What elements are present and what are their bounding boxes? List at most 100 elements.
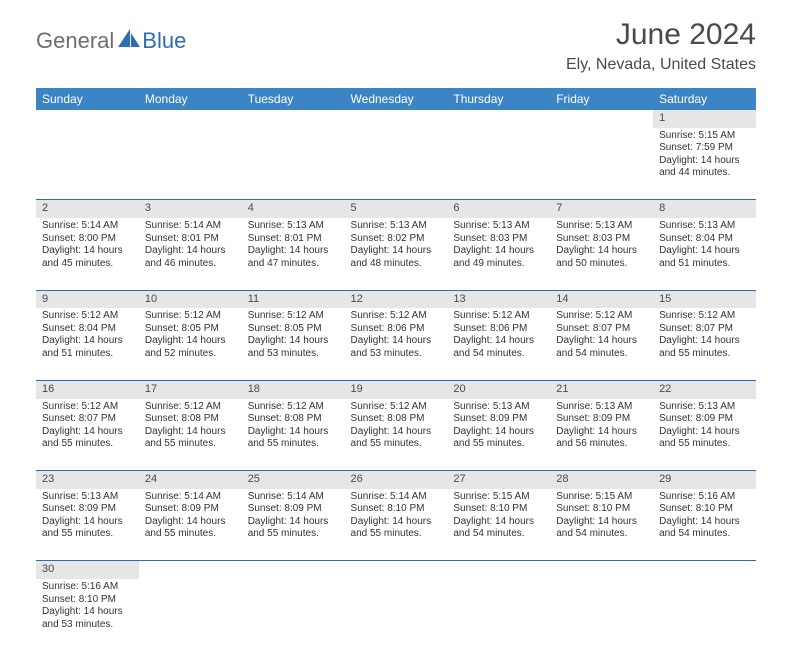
day-cell: Sunrise: 5:14 AMSunset: 8:09 PMDaylight:… bbox=[242, 489, 345, 561]
sunrise-line: Sunrise: 5:13 AM bbox=[351, 220, 442, 233]
sunset-line: Sunset: 8:01 PM bbox=[248, 233, 339, 246]
day-cell: Sunrise: 5:12 AMSunset: 8:08 PMDaylight:… bbox=[345, 399, 448, 471]
day-number: 2 bbox=[36, 200, 139, 218]
day-cell: Sunrise: 5:13 AMSunset: 8:03 PMDaylight:… bbox=[447, 218, 550, 290]
sunrise-line: Sunrise: 5:16 AM bbox=[42, 581, 133, 594]
sunset-line: Sunset: 8:04 PM bbox=[42, 323, 133, 336]
day-number: 4 bbox=[242, 200, 345, 218]
day-cell bbox=[550, 128, 653, 200]
sunrise-line: Sunrise: 5:13 AM bbox=[42, 491, 133, 504]
daylight-line: Daylight: 14 hours and 55 minutes. bbox=[42, 516, 133, 541]
day-cell bbox=[345, 579, 448, 651]
sunrise-line: Sunrise: 5:15 AM bbox=[556, 491, 647, 504]
sunrise-line: Sunrise: 5:13 AM bbox=[659, 220, 750, 233]
day-cell bbox=[242, 128, 345, 200]
day-number: 24 bbox=[139, 471, 242, 489]
daylight-line: Daylight: 14 hours and 45 minutes. bbox=[42, 245, 133, 270]
daylight-line: Daylight: 14 hours and 55 minutes. bbox=[659, 335, 750, 360]
day-number: 19 bbox=[345, 380, 448, 398]
day-cell: Sunrise: 5:14 AMSunset: 8:00 PMDaylight:… bbox=[36, 218, 139, 290]
weekday-header: Wednesday bbox=[345, 88, 448, 110]
day-cell: Sunrise: 5:13 AMSunset: 8:09 PMDaylight:… bbox=[550, 399, 653, 471]
day-cell: Sunrise: 5:15 AMSunset: 7:59 PMDaylight:… bbox=[653, 128, 756, 200]
day-cell: Sunrise: 5:13 AMSunset: 8:04 PMDaylight:… bbox=[653, 218, 756, 290]
day-cell: Sunrise: 5:12 AMSunset: 8:05 PMDaylight:… bbox=[139, 308, 242, 380]
sunset-line: Sunset: 8:10 PM bbox=[659, 503, 750, 516]
daylight-line: Daylight: 14 hours and 55 minutes. bbox=[145, 426, 236, 451]
sunrise-line: Sunrise: 5:13 AM bbox=[248, 220, 339, 233]
day-number: 8 bbox=[653, 200, 756, 218]
day-number bbox=[447, 110, 550, 128]
day-number: 20 bbox=[447, 380, 550, 398]
sunset-line: Sunset: 8:09 PM bbox=[453, 413, 544, 426]
day-cell bbox=[653, 579, 756, 651]
day-number: 10 bbox=[139, 290, 242, 308]
day-number: 18 bbox=[242, 380, 345, 398]
day-cell bbox=[550, 579, 653, 651]
sunrise-line: Sunrise: 5:12 AM bbox=[248, 401, 339, 414]
sail-icon bbox=[118, 29, 140, 54]
sunrise-line: Sunrise: 5:14 AM bbox=[145, 491, 236, 504]
day-number bbox=[550, 110, 653, 128]
day-cell bbox=[139, 579, 242, 651]
calendar-header: SundayMondayTuesdayWednesdayThursdayFrid… bbox=[36, 88, 756, 110]
day-cell: Sunrise: 5:12 AMSunset: 8:08 PMDaylight:… bbox=[242, 399, 345, 471]
day-number: 17 bbox=[139, 380, 242, 398]
daylight-line: Daylight: 14 hours and 54 minutes. bbox=[556, 516, 647, 541]
sunrise-line: Sunrise: 5:13 AM bbox=[556, 401, 647, 414]
daylight-line: Daylight: 14 hours and 56 minutes. bbox=[556, 426, 647, 451]
sunrise-line: Sunrise: 5:12 AM bbox=[145, 310, 236, 323]
daylight-line: Daylight: 14 hours and 53 minutes. bbox=[42, 606, 133, 631]
daylight-line: Daylight: 14 hours and 44 minutes. bbox=[659, 155, 750, 180]
day-number bbox=[345, 110, 448, 128]
day-cell: Sunrise: 5:12 AMSunset: 8:06 PMDaylight:… bbox=[447, 308, 550, 380]
sunrise-line: Sunrise: 5:12 AM bbox=[556, 310, 647, 323]
day-cell: Sunrise: 5:13 AMSunset: 8:09 PMDaylight:… bbox=[653, 399, 756, 471]
header: General Blue June 2024 Ely, Nevada, Unit… bbox=[0, 0, 792, 80]
day-number bbox=[139, 561, 242, 579]
sunset-line: Sunset: 8:07 PM bbox=[659, 323, 750, 336]
day-cell: Sunrise: 5:16 AMSunset: 8:10 PMDaylight:… bbox=[36, 579, 139, 651]
day-number bbox=[653, 561, 756, 579]
day-number bbox=[550, 561, 653, 579]
sunrise-line: Sunrise: 5:13 AM bbox=[453, 401, 544, 414]
sunset-line: Sunset: 8:09 PM bbox=[145, 503, 236, 516]
logo: General Blue bbox=[36, 28, 186, 54]
daylight-line: Daylight: 14 hours and 55 minutes. bbox=[145, 516, 236, 541]
day-cell: Sunrise: 5:12 AMSunset: 8:07 PMDaylight:… bbox=[36, 399, 139, 471]
sunset-line: Sunset: 8:08 PM bbox=[248, 413, 339, 426]
sunrise-line: Sunrise: 5:14 AM bbox=[145, 220, 236, 233]
location: Ely, Nevada, United States bbox=[566, 56, 756, 74]
daylight-line: Daylight: 14 hours and 55 minutes. bbox=[248, 516, 339, 541]
day-number: 6 bbox=[447, 200, 550, 218]
weekday-header: Thursday bbox=[447, 88, 550, 110]
day-number: 23 bbox=[36, 471, 139, 489]
day-cell: Sunrise: 5:13 AMSunset: 8:09 PMDaylight:… bbox=[447, 399, 550, 471]
sunset-line: Sunset: 8:07 PM bbox=[42, 413, 133, 426]
day-cell: Sunrise: 5:15 AMSunset: 8:10 PMDaylight:… bbox=[447, 489, 550, 561]
sunset-line: Sunset: 8:10 PM bbox=[42, 594, 133, 607]
sunset-line: Sunset: 8:09 PM bbox=[556, 413, 647, 426]
sunrise-line: Sunrise: 5:12 AM bbox=[248, 310, 339, 323]
day-cell bbox=[447, 579, 550, 651]
sunrise-line: Sunrise: 5:15 AM bbox=[659, 130, 750, 143]
day-cell: Sunrise: 5:12 AMSunset: 8:05 PMDaylight:… bbox=[242, 308, 345, 380]
daylight-line: Daylight: 14 hours and 51 minutes. bbox=[42, 335, 133, 360]
sunset-line: Sunset: 8:09 PM bbox=[42, 503, 133, 516]
day-cell: Sunrise: 5:12 AMSunset: 8:07 PMDaylight:… bbox=[653, 308, 756, 380]
sunset-line: Sunset: 8:03 PM bbox=[453, 233, 544, 246]
daylight-line: Daylight: 14 hours and 52 minutes. bbox=[145, 335, 236, 360]
day-number: 14 bbox=[550, 290, 653, 308]
day-cell: Sunrise: 5:12 AMSunset: 8:06 PMDaylight:… bbox=[345, 308, 448, 380]
sunrise-line: Sunrise: 5:14 AM bbox=[351, 491, 442, 504]
day-number: 9 bbox=[36, 290, 139, 308]
day-number bbox=[242, 561, 345, 579]
daylight-line: Daylight: 14 hours and 49 minutes. bbox=[453, 245, 544, 270]
sunrise-line: Sunrise: 5:12 AM bbox=[42, 401, 133, 414]
sunset-line: Sunset: 8:09 PM bbox=[659, 413, 750, 426]
sunset-line: Sunset: 8:04 PM bbox=[659, 233, 750, 246]
sunrise-line: Sunrise: 5:12 AM bbox=[351, 401, 442, 414]
day-number: 11 bbox=[242, 290, 345, 308]
day-number: 16 bbox=[36, 380, 139, 398]
day-number: 7 bbox=[550, 200, 653, 218]
